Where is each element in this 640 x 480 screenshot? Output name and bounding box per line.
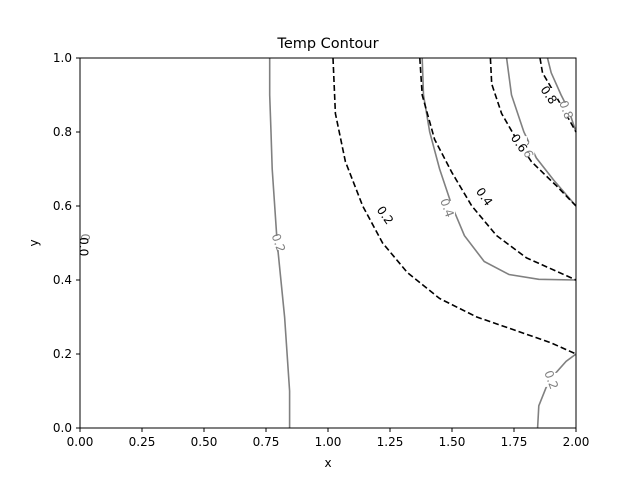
y-tick-label: 1.0 bbox=[53, 51, 72, 65]
contour-label-bg bbox=[543, 372, 560, 387]
dashed-contour-0-4 bbox=[419, 57, 577, 281]
contour-label: 0.8 bbox=[556, 98, 576, 121]
dashed-contour-0-8 bbox=[539, 57, 577, 133]
y-tick-label: 0.2 bbox=[53, 347, 72, 361]
y-axis: 0.0 0.2 0.4 0.6 0.8 1.0 bbox=[53, 51, 80, 435]
y-tick-label: 0.0 bbox=[53, 421, 72, 435]
x-tick-label: 1.75 bbox=[501, 435, 528, 449]
x-tick-label: 1.50 bbox=[439, 435, 466, 449]
x-tick-label: 2.00 bbox=[563, 435, 590, 449]
contour-label-bg bbox=[377, 208, 394, 223]
x-tick-label: 0.50 bbox=[191, 435, 218, 449]
x-tick-label: 0.25 bbox=[129, 435, 156, 449]
x-tick-label: 0.75 bbox=[253, 435, 280, 449]
x-axis-title: x bbox=[324, 456, 331, 470]
x-tick-label: 0.00 bbox=[67, 435, 94, 449]
contour-label-bg bbox=[270, 236, 287, 250]
solid-contour-0-8 bbox=[546, 57, 577, 133]
x-axis: 0.00 0.25 0.50 0.75 1.00 1.25 1.50 1.75 2.00 bbox=[67, 428, 590, 449]
contour-label-bg bbox=[558, 102, 575, 117]
contour-labels: 0.20.40.60.80.20.00.20.40.60.80.0 bbox=[75, 83, 576, 392]
contour-label-bg bbox=[476, 189, 493, 204]
y-tick-label: 0.6 bbox=[53, 199, 72, 213]
contour-label-bg bbox=[540, 88, 557, 102]
contour-label: 0.4 bbox=[437, 196, 457, 219]
x-tick-label: 1.25 bbox=[377, 435, 404, 449]
y-axis-title: y bbox=[27, 239, 41, 246]
contour-label: 0.2 bbox=[541, 369, 561, 392]
y-tick-label: 0.8 bbox=[53, 125, 72, 139]
y-tick-label: 0.4 bbox=[53, 273, 72, 287]
x-tick-label: 1.00 bbox=[315, 435, 342, 449]
chart-title: Temp Contour bbox=[276, 36, 378, 52]
dashed-contour-0-6 bbox=[489, 57, 577, 207]
contour-label-bg bbox=[439, 200, 456, 215]
contour-label-bg bbox=[510, 136, 527, 151]
contour-label: 0.2 bbox=[269, 232, 289, 255]
contour-label: 0.0 bbox=[77, 237, 91, 256]
